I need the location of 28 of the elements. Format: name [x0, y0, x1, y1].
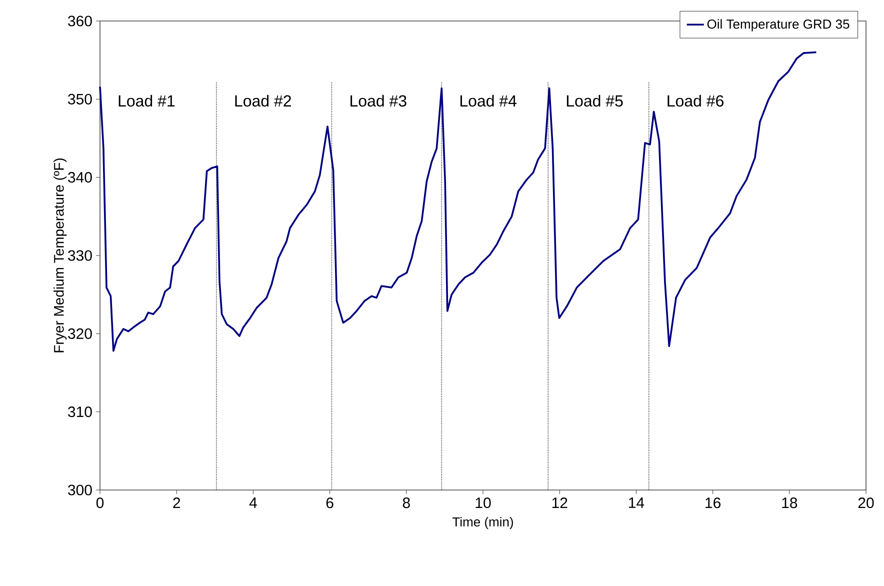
x-tick-label: 14 [629, 498, 644, 508]
x-tick-label: 18 [782, 498, 798, 508]
annotation: Load #1 [118, 94, 175, 107]
x-tick-label: 6 [326, 498, 334, 508]
legend-label: Oil Temperature GRD 35 [707, 19, 850, 32]
annotation: Load #4 [460, 94, 517, 107]
y-axis-title: Fryer Medium Temperature (ºF) [54, 158, 67, 352]
x-tick-label: 20 [858, 498, 874, 508]
annotation: Load #3 [350, 94, 406, 107]
y-tick-label: 350 [68, 94, 92, 104]
annotation: Load #6 [668, 94, 724, 107]
line-series [99, 51, 818, 352]
y-tick-label: 310 [68, 406, 92, 418]
x-axis-title: Time (min) [452, 516, 513, 530]
x-tick-label: 12 [552, 498, 568, 508]
x-tick-label: 4 [249, 498, 257, 508]
x-tick-label: 10 [476, 498, 491, 508]
y-tick-label: 360 [68, 16, 92, 26]
annotation: Load #5 [566, 94, 623, 107]
x-tick-label: 8 [402, 498, 410, 508]
y-tick-label: 320 [68, 328, 92, 339]
x-tick-label: 2 [173, 498, 180, 508]
y-tick-label: 300 [68, 484, 92, 496]
x-tick-label: 16 [706, 498, 720, 508]
annotation: Load #2 [235, 94, 291, 107]
y-tick-label: 340 [68, 172, 92, 183]
y-tick-label: 330 [68, 250, 92, 261]
x-tick-label: 0 [96, 498, 104, 508]
